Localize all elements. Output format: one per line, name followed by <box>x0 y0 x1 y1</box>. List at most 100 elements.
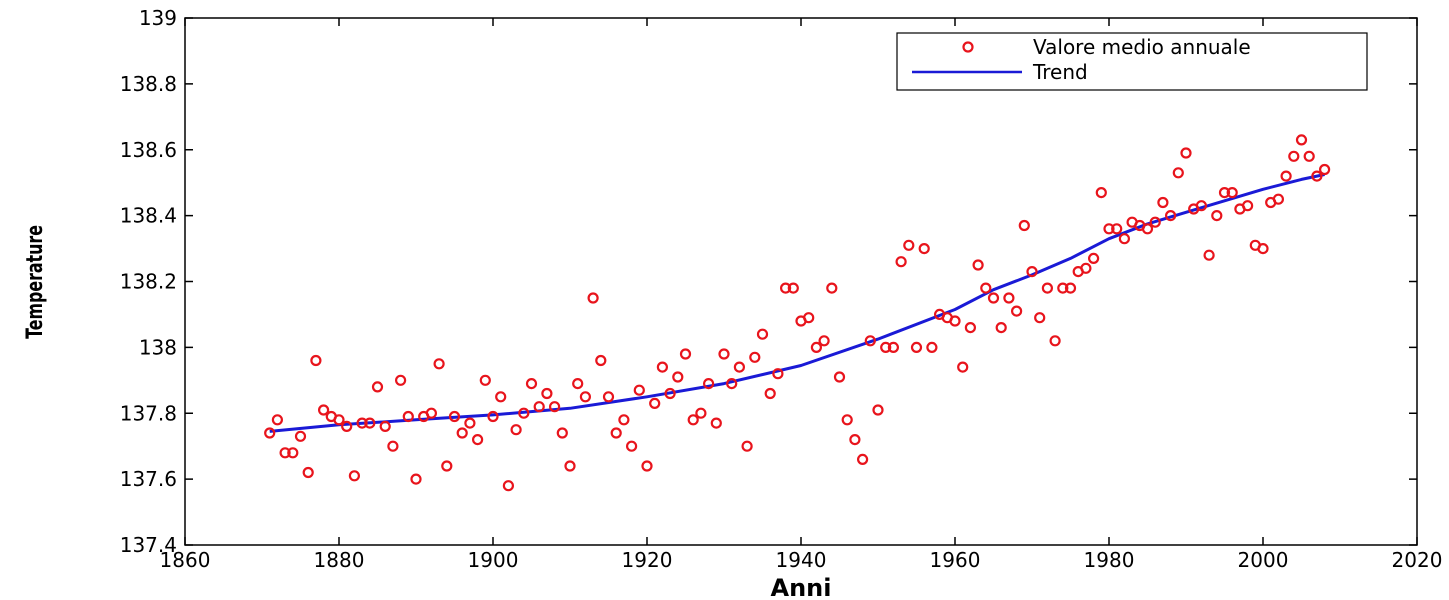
y-tick-label: 138.2 <box>120 270 177 294</box>
data-point <box>1034 312 1046 324</box>
data-point <box>772 368 784 380</box>
data-point <box>541 387 553 400</box>
data-point <box>649 397 661 409</box>
y-tick-label: 137.4 <box>120 533 177 557</box>
data-point <box>625 440 638 452</box>
data-point <box>1272 193 1285 205</box>
data-point <box>348 470 360 482</box>
data-point <box>849 434 861 446</box>
axis-ticks <box>184 17 1418 546</box>
data-point <box>610 427 622 439</box>
y-tick-label: 137.6 <box>120 467 177 491</box>
x-tick-label: 1880 <box>314 548 365 572</box>
data-point <box>710 417 722 429</box>
y-tick-label: 139 <box>139 6 177 30</box>
data-point <box>964 322 977 334</box>
data-point <box>371 381 384 393</box>
data-point <box>833 371 846 383</box>
data-point <box>1295 134 1308 146</box>
data-point <box>1010 305 1023 317</box>
data-point <box>957 361 969 373</box>
data-point <box>718 348 730 360</box>
x-tick-labels: 1860 1880 1900 1920 1940 1960 1980 2000 2020 <box>160 548 1443 572</box>
data-point <box>556 427 568 439</box>
data-point <box>1141 223 1154 235</box>
data-point <box>572 378 584 390</box>
y-tick-label: 137.8 <box>120 401 177 425</box>
data-point <box>1311 170 1323 182</box>
data-point <box>618 414 630 426</box>
data-point <box>787 282 799 294</box>
data-point <box>410 473 422 485</box>
y-tick-label: 138 <box>139 335 177 359</box>
data-point <box>1241 200 1254 212</box>
data-point <box>764 387 776 400</box>
data-point <box>1026 266 1038 278</box>
data-point <box>1303 150 1315 162</box>
data-point <box>749 351 761 363</box>
data-point <box>279 447 291 459</box>
data-point <box>633 384 645 396</box>
data-point <box>1080 262 1092 274</box>
data-point <box>702 378 715 390</box>
data-point <box>926 341 938 353</box>
data-point <box>402 410 414 423</box>
data-point <box>918 243 930 255</box>
data-point <box>356 417 368 429</box>
data-point <box>387 440 399 452</box>
legend-label-scatter: Valore medio annuale <box>1033 35 1251 59</box>
data-point <box>1288 150 1300 162</box>
y-tick-label: 138.8 <box>120 72 177 96</box>
data-point <box>880 341 892 353</box>
x-tick-label: 1920 <box>622 548 673 572</box>
x-tick-label: 1980 <box>1084 548 1135 572</box>
data-point <box>841 414 853 426</box>
data-point <box>741 440 753 452</box>
data-point <box>1003 292 1015 304</box>
data-point <box>1149 216 1161 228</box>
data-point <box>1195 200 1208 212</box>
data-point <box>395 374 407 386</box>
y-tick-labels: 137.4 137.6 137.8 138 138.2 138.4 138.6 138.8 13… <box>120 6 177 557</box>
data-point <box>518 407 530 419</box>
legend-label-trend: Trend <box>1032 60 1088 84</box>
data-point <box>679 348 692 360</box>
data-point <box>887 341 900 353</box>
data-point <box>533 401 545 413</box>
x-tick-label: 1860 <box>160 548 211 572</box>
x-tick-label: 2020 <box>1392 548 1443 572</box>
data-point <box>826 282 838 294</box>
legend-box <box>896 32 1368 91</box>
data-point <box>672 371 684 383</box>
data-point <box>1218 187 1231 199</box>
data-point <box>949 315 961 327</box>
data-point <box>664 387 676 400</box>
data-point <box>903 239 915 251</box>
data-point <box>341 420 353 432</box>
data-point <box>1018 219 1030 232</box>
data-point <box>1180 147 1192 159</box>
data-point <box>687 414 699 426</box>
data-point <box>1318 163 1331 176</box>
data-point <box>1103 223 1115 235</box>
data-point <box>479 374 491 386</box>
data-point <box>656 361 669 373</box>
data-point <box>448 410 461 423</box>
data-point <box>579 391 592 403</box>
data-point <box>271 414 283 426</box>
data-point <box>294 430 307 442</box>
data-point <box>987 292 1000 304</box>
y-tick-label: 138.4 <box>120 204 177 228</box>
data-point <box>287 447 299 459</box>
plot-area <box>184 17 1418 546</box>
data-point <box>995 322 1007 334</box>
data-point <box>1203 249 1215 261</box>
data-point <box>756 328 769 340</box>
data-point <box>726 378 738 390</box>
data-point <box>810 341 823 353</box>
data-point <box>1226 187 1238 199</box>
data-point <box>864 335 876 347</box>
data-point <box>818 335 830 347</box>
data-point <box>364 417 376 429</box>
